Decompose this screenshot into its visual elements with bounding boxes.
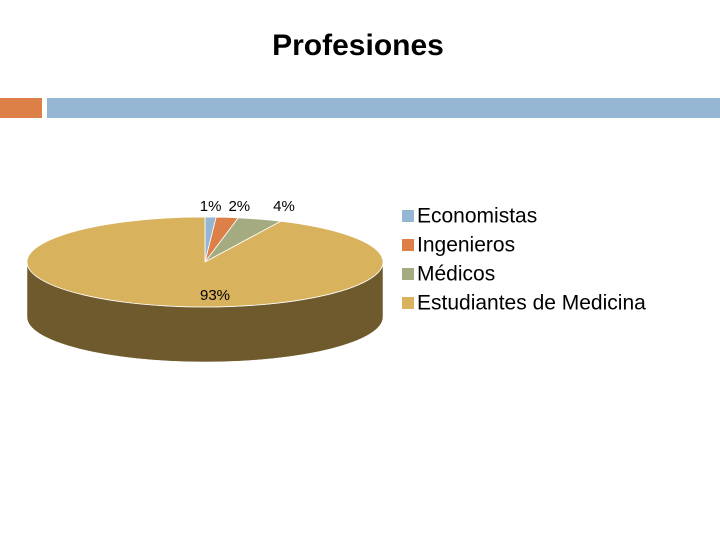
data-label: 93% bbox=[200, 287, 230, 304]
legend: Economistas Ingenieros Médicos Estudiantes … bbox=[402, 205, 646, 315]
pie: 1% 2% 4% 93% bbox=[26, 198, 384, 363]
legend-label: Economistas bbox=[417, 205, 537, 228]
data-label: 4% bbox=[273, 198, 295, 215]
legend-label: Médicos bbox=[417, 263, 495, 286]
legend-swatch bbox=[402, 210, 414, 222]
header-bar bbox=[47, 98, 720, 118]
chart-title: Profesiones bbox=[272, 29, 444, 62]
legend-swatch bbox=[402, 239, 414, 251]
legend-label: Ingenieros bbox=[417, 234, 515, 257]
data-label: 1% bbox=[200, 198, 222, 215]
legend-label: Estudiantes de Medicina bbox=[417, 292, 646, 315]
pie-slice bbox=[26, 216, 384, 308]
legend-swatch bbox=[402, 297, 414, 309]
legend-swatch bbox=[402, 268, 414, 280]
accent-bar bbox=[0, 98, 42, 118]
data-label: 2% bbox=[228, 198, 250, 215]
